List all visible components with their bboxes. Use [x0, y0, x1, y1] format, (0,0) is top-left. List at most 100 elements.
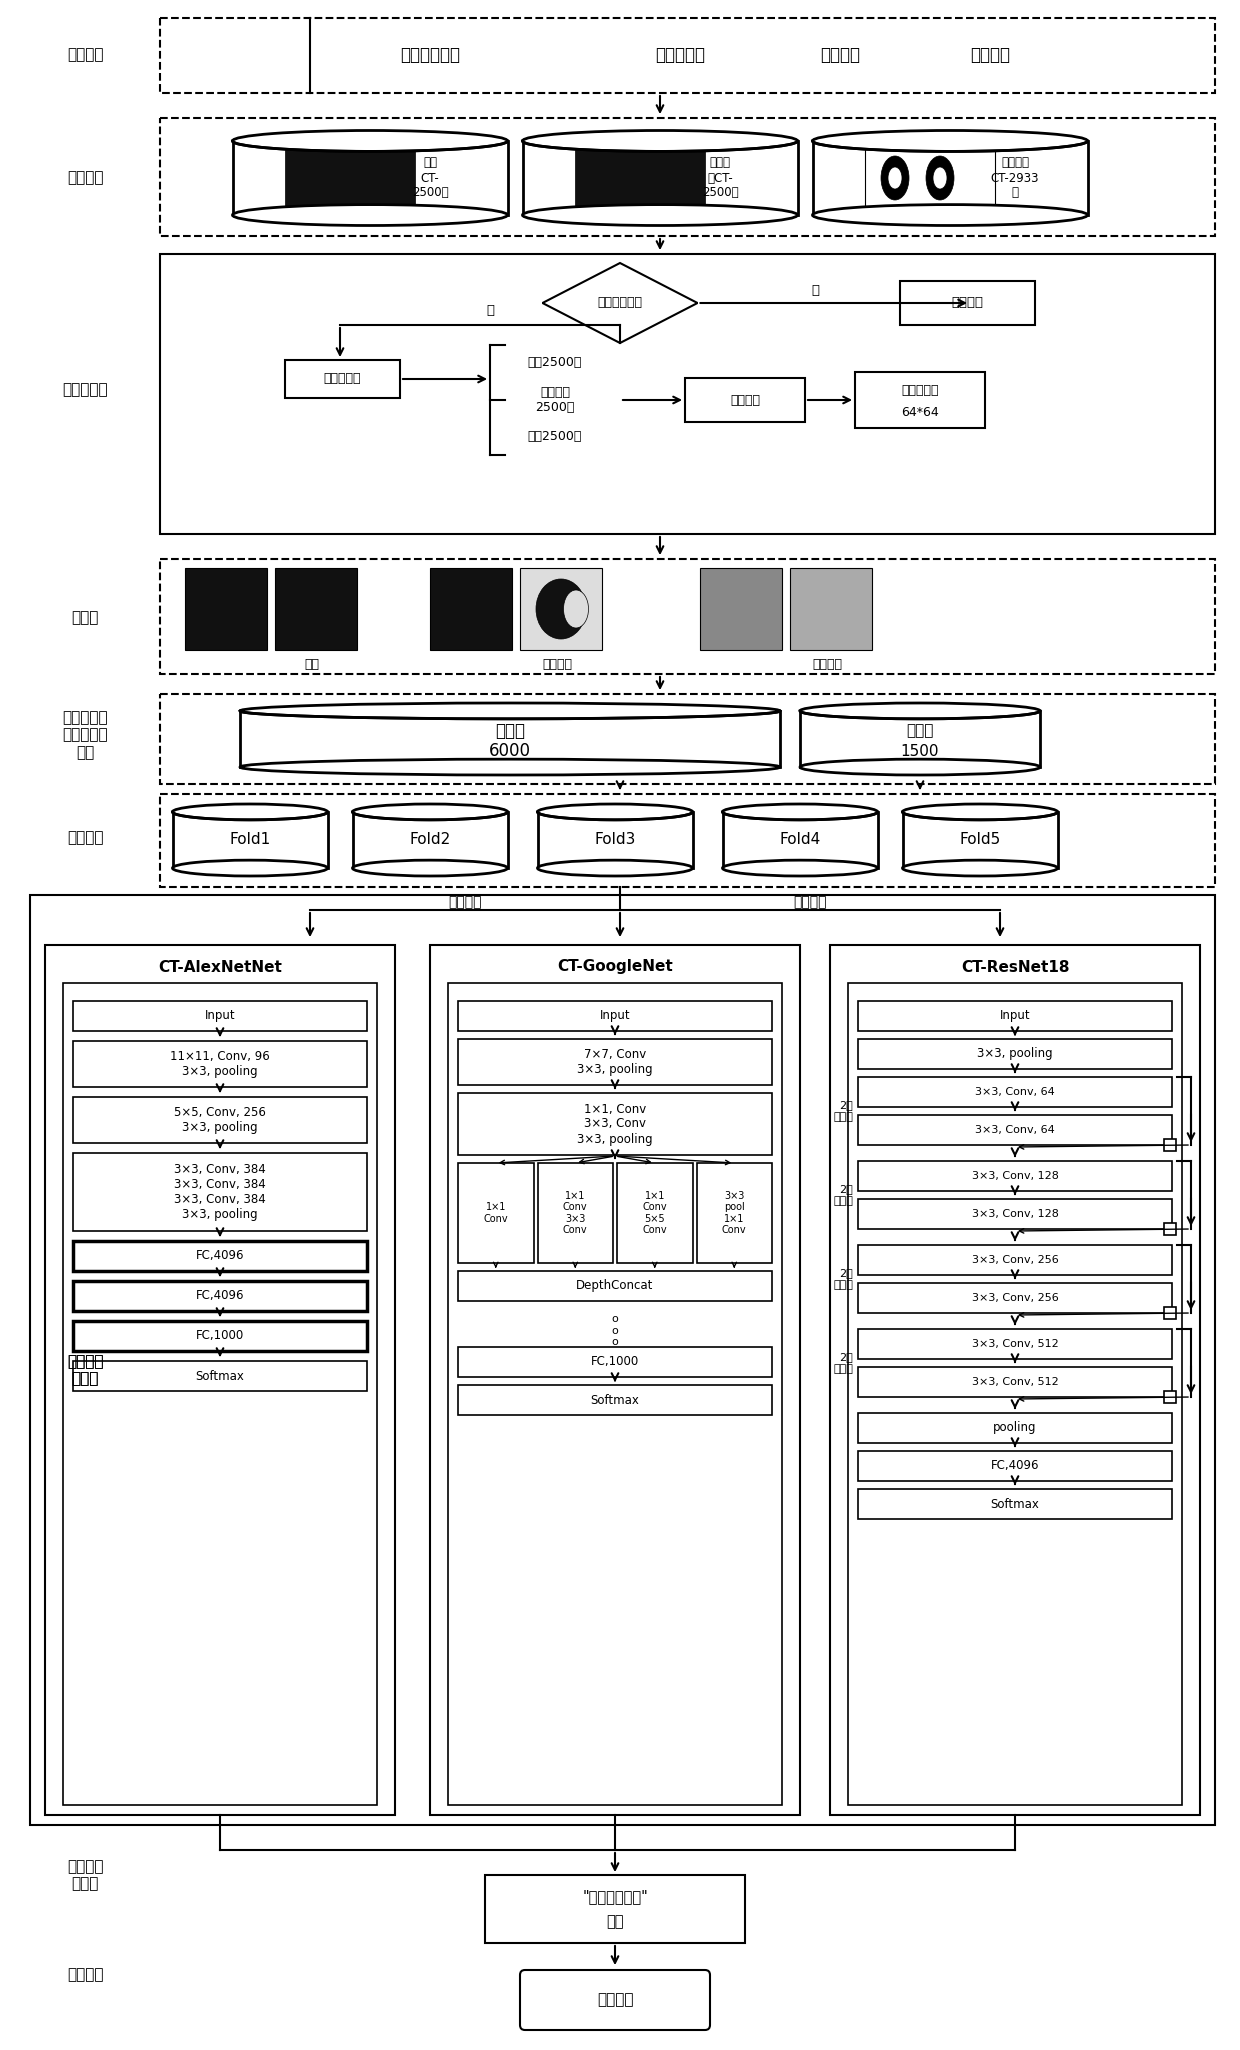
- Text: 构造个体
分类器: 构造个体 分类器: [67, 1353, 103, 1386]
- Ellipse shape: [522, 131, 797, 152]
- FancyBboxPatch shape: [430, 945, 800, 1814]
- FancyBboxPatch shape: [430, 568, 512, 650]
- FancyBboxPatch shape: [1164, 1140, 1176, 1150]
- FancyBboxPatch shape: [858, 1412, 1172, 1443]
- Ellipse shape: [723, 804, 878, 820]
- FancyBboxPatch shape: [900, 281, 1035, 326]
- Text: 3×3, Conv, 512: 3×3, Conv, 512: [972, 1339, 1059, 1349]
- Text: 中国三甲医院: 中国三甲医院: [401, 45, 460, 64]
- Ellipse shape: [800, 758, 1040, 775]
- Text: 新冠肺炎
CT-2933
例: 新冠肺炎 CT-2933 例: [991, 156, 1039, 199]
- FancyBboxPatch shape: [856, 371, 985, 428]
- Text: 构造训练集
和测试样本
空间: 构造训练集 和测试样本 空间: [62, 709, 108, 761]
- FancyBboxPatch shape: [160, 119, 1215, 236]
- FancyBboxPatch shape: [458, 1386, 773, 1414]
- Text: pooling: pooling: [993, 1421, 1037, 1435]
- FancyBboxPatch shape: [858, 1000, 1172, 1031]
- Text: 集成: 集成: [606, 1915, 624, 1929]
- FancyBboxPatch shape: [858, 1451, 1172, 1480]
- FancyBboxPatch shape: [448, 984, 782, 1804]
- Text: 64*64: 64*64: [901, 406, 939, 418]
- FancyBboxPatch shape: [858, 1076, 1172, 1107]
- FancyBboxPatch shape: [858, 1488, 1172, 1519]
- FancyBboxPatch shape: [1164, 1392, 1176, 1402]
- FancyBboxPatch shape: [866, 141, 994, 213]
- FancyBboxPatch shape: [160, 695, 1215, 783]
- FancyBboxPatch shape: [858, 1160, 1172, 1191]
- FancyBboxPatch shape: [63, 984, 377, 1804]
- Ellipse shape: [241, 758, 780, 775]
- FancyBboxPatch shape: [73, 1041, 367, 1087]
- Text: 数据集: 数据集: [72, 611, 99, 625]
- Text: FC,4096: FC,4096: [196, 1289, 244, 1302]
- FancyBboxPatch shape: [1164, 1308, 1176, 1318]
- FancyBboxPatch shape: [233, 141, 507, 215]
- FancyBboxPatch shape: [73, 1281, 367, 1312]
- Ellipse shape: [903, 861, 1058, 875]
- FancyBboxPatch shape: [858, 1199, 1172, 1230]
- FancyBboxPatch shape: [800, 711, 1040, 767]
- Text: FC,4096: FC,4096: [196, 1250, 244, 1263]
- FancyBboxPatch shape: [73, 1361, 367, 1392]
- FancyBboxPatch shape: [858, 1244, 1172, 1275]
- Text: 肺部肿瘤: 肺部肿瘤: [542, 658, 572, 670]
- Text: 学术期刊: 学术期刊: [970, 45, 1011, 64]
- Text: Softmax: Softmax: [196, 1369, 244, 1382]
- FancyBboxPatch shape: [73, 1281, 367, 1312]
- Text: "相对多数投票": "相对多数投票": [582, 1890, 647, 1904]
- Text: 正常
CT-
2500例: 正常 CT- 2500例: [412, 156, 449, 199]
- Ellipse shape: [241, 703, 780, 720]
- FancyBboxPatch shape: [858, 1115, 1172, 1146]
- Ellipse shape: [888, 166, 901, 189]
- FancyBboxPatch shape: [30, 896, 1215, 1824]
- FancyBboxPatch shape: [858, 1367, 1172, 1396]
- FancyBboxPatch shape: [1164, 1224, 1176, 1234]
- Text: 肺炎2500例: 肺炎2500例: [528, 430, 583, 443]
- Text: 构造个体
分类器: 构造个体 分类器: [67, 1353, 103, 1386]
- Text: 1×1, Conv
3×3, Conv
3×3, pooling: 1×1, Conv 3×3, Conv 3×3, pooling: [577, 1103, 652, 1146]
- Ellipse shape: [723, 861, 878, 875]
- Ellipse shape: [352, 804, 507, 820]
- Text: 诊断结果: 诊断结果: [596, 1993, 634, 2007]
- Text: 数据收集: 数据收集: [67, 47, 103, 62]
- FancyBboxPatch shape: [618, 1162, 692, 1263]
- FancyBboxPatch shape: [73, 1000, 367, 1031]
- Text: 3×3, Conv, 256: 3×3, Conv, 256: [972, 1255, 1059, 1265]
- Text: 2个
残差块: 2个 残差块: [833, 1185, 853, 1205]
- Text: Softmax: Softmax: [991, 1496, 1039, 1511]
- FancyBboxPatch shape: [73, 1152, 367, 1230]
- Ellipse shape: [522, 205, 797, 226]
- Text: 3×3, Conv, 128: 3×3, Conv, 128: [972, 1210, 1059, 1220]
- FancyBboxPatch shape: [73, 1320, 367, 1351]
- FancyBboxPatch shape: [352, 812, 507, 867]
- Text: 7×7, Conv
3×3, pooling: 7×7, Conv 3×3, pooling: [577, 1048, 652, 1076]
- Ellipse shape: [233, 131, 507, 152]
- FancyBboxPatch shape: [858, 1039, 1172, 1068]
- Ellipse shape: [563, 590, 589, 627]
- FancyBboxPatch shape: [241, 711, 780, 767]
- FancyBboxPatch shape: [684, 377, 805, 422]
- Ellipse shape: [800, 703, 1040, 720]
- Text: 构造集成
分类器: 构造集成 分类器: [67, 1859, 103, 1892]
- Ellipse shape: [880, 156, 909, 201]
- FancyBboxPatch shape: [723, 812, 878, 867]
- FancyBboxPatch shape: [830, 945, 1200, 1814]
- Text: 3×3, Conv, 128: 3×3, Conv, 128: [972, 1171, 1059, 1181]
- Ellipse shape: [932, 166, 947, 189]
- Text: 删除图片: 删除图片: [951, 297, 983, 310]
- Text: 肺部肿
瘤CT-
2500例: 肺部肿 瘤CT- 2500例: [702, 156, 738, 199]
- Text: 3×3, Conv, 512: 3×3, Conv, 512: [972, 1378, 1059, 1388]
- Text: 公开数据库: 公开数据库: [655, 45, 706, 64]
- Text: FC,4096: FC,4096: [991, 1460, 1039, 1472]
- Ellipse shape: [537, 861, 692, 875]
- Text: FC,1000: FC,1000: [196, 1330, 244, 1343]
- Ellipse shape: [812, 205, 1087, 226]
- FancyBboxPatch shape: [858, 1328, 1172, 1359]
- Text: o
o
o: o o o: [611, 1314, 619, 1347]
- FancyBboxPatch shape: [458, 1271, 773, 1302]
- FancyBboxPatch shape: [522, 141, 797, 215]
- Ellipse shape: [172, 861, 327, 875]
- FancyBboxPatch shape: [848, 984, 1182, 1804]
- Ellipse shape: [233, 205, 507, 226]
- FancyBboxPatch shape: [458, 1162, 533, 1263]
